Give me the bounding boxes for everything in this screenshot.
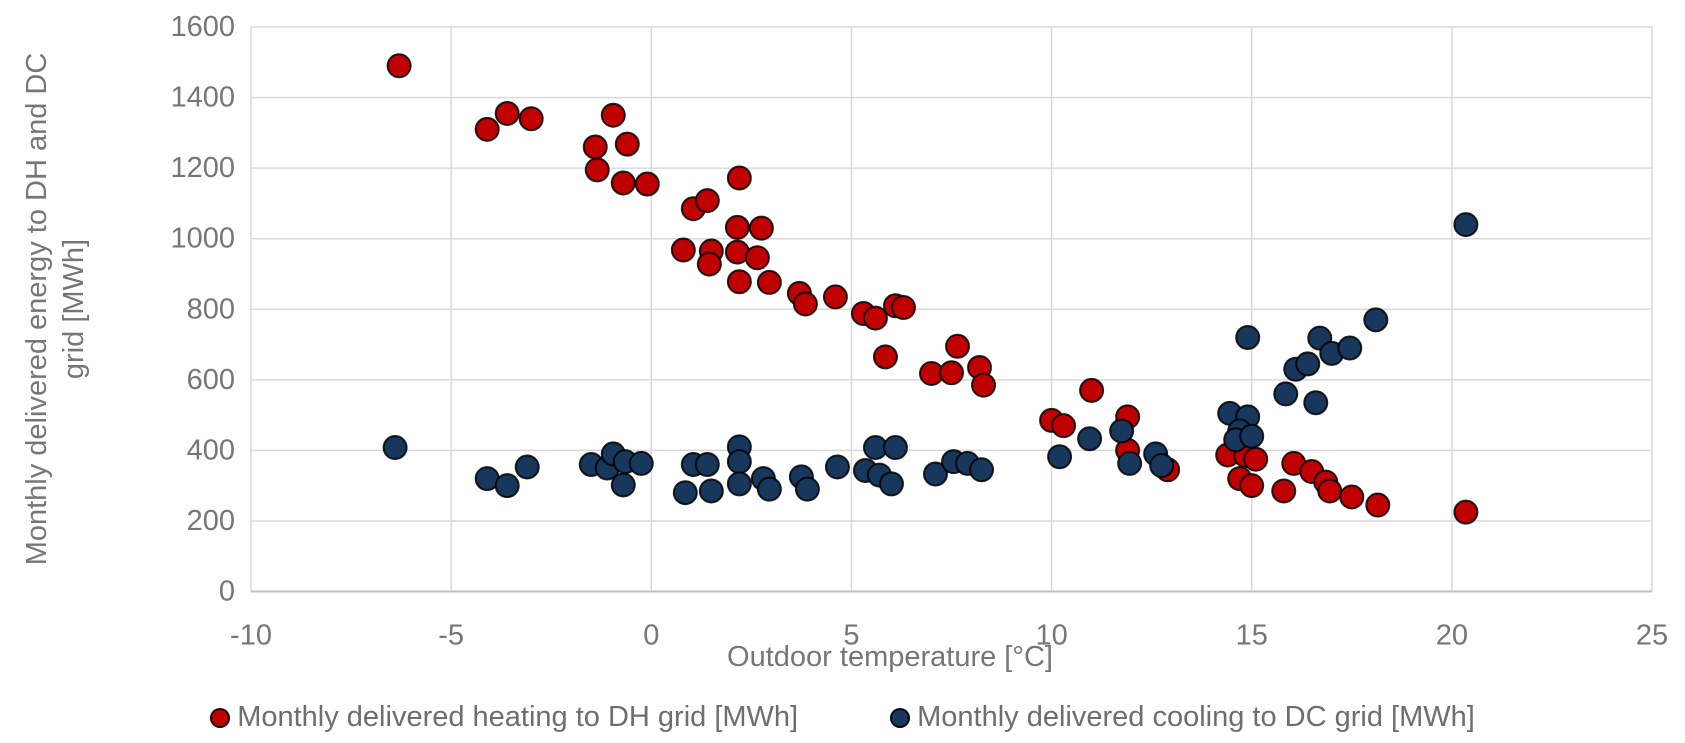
data-point-heating [582,134,608,160]
data-point-heating [634,171,660,197]
data-point-heating [1339,484,1365,510]
data-point-cooling [726,449,752,475]
data-point-heating [971,372,997,398]
data-point-cooling [1149,453,1175,479]
data-point-heating [1317,478,1343,504]
y-tick-label: 1000 [170,223,235,255]
data-point-heating [600,102,626,128]
data-point-cooling [1273,381,1299,407]
legend: Monthly delivered heating to DH grid [MW… [0,701,1685,734]
data-point-heating [386,53,412,79]
data-point-cooling [1235,324,1261,350]
x-tick-label: 15 [1236,620,1268,652]
legend-label-heating: Monthly delivered heating to DH grid [MW… [237,701,799,733]
y-tick-label: 800 [187,293,235,325]
data-point-cooling [628,450,654,476]
data-point-cooling [1239,423,1265,449]
x-axis-title: Outdoor temperature [°C] [727,641,1053,673]
data-point-heating [1239,473,1265,499]
data-point-cooling [922,461,948,487]
y-axis-title-line1: Monthly delivered energy to DH and DC [21,52,53,566]
data-point-heating [792,291,818,317]
x-tick-label: 10 [1035,620,1067,652]
x-tick-label: 5 [843,620,859,652]
data-point-cooling [794,476,820,502]
data-point-heating [726,269,752,295]
data-point-heating [1271,478,1297,504]
data-point-heating [694,188,720,214]
x-tick-label: 25 [1636,620,1668,652]
legend-label-cooling: Monthly delivered cooling to DC grid [MW… [917,701,1475,733]
data-point-cooling [1363,307,1389,333]
data-point-heating [756,269,782,295]
data-point-heating [945,333,971,359]
data-point-cooling [824,454,850,480]
data-point-heating [610,170,636,196]
data-point-heating [1453,499,1479,525]
data-point-heating [696,251,722,277]
data-point-heating [1243,446,1269,472]
data-point-heating [1079,377,1105,403]
y-tick-label: 600 [187,364,235,396]
data-point-heating [872,344,898,370]
data-point-heating [670,237,696,263]
data-point-heating [744,245,770,271]
data-point-heating [614,131,640,157]
data-point-cooling [756,476,782,502]
data-point-cooling [494,473,520,499]
data-point-cooling [969,457,995,483]
data-point-cooling [610,472,636,498]
data-point-heating [518,106,544,132]
legend-item-heating: Monthly delivered heating to DH grid [MW… [210,701,798,734]
y-tick-label: 400 [187,434,235,466]
y-tick-label: 1600 [170,11,235,43]
data-point-heating [1051,413,1077,439]
data-point-cooling [1077,426,1103,452]
x-tick-label: 20 [1436,620,1468,652]
data-point-cooling [1117,450,1143,476]
y-tick-label: 1200 [170,152,235,184]
data-point-cooling [1337,335,1363,361]
data-point-cooling [672,480,698,506]
data-point-cooling [1453,212,1479,238]
data-point-heating [726,165,752,191]
data-point-heating [748,215,774,241]
data-point-cooling [878,471,904,497]
x-tick-label: -10 [230,620,272,652]
data-point-cooling [1295,351,1321,377]
data-point-cooling [726,471,752,497]
y-axis-title-line2: grid [MWh] [58,238,90,380]
data-point-heating [474,116,500,142]
heating-series-marker-icon [210,707,231,728]
y-tick-label: 200 [187,505,235,537]
y-axis-title: Monthly delivered energy to DH and DC gr… [19,9,95,609]
data-point-cooling [698,478,724,504]
data-point-heating [1365,492,1391,518]
data-point-cooling [382,435,408,461]
data-point-cooling [694,451,720,477]
data-point-heating [890,294,916,320]
data-point-heating [494,100,520,126]
x-tick-label: 0 [643,620,659,652]
x-tick-label: -5 [438,620,464,652]
data-point-cooling [1109,418,1135,444]
data-point-cooling [882,435,908,461]
data-point-heating [724,214,750,240]
y-tick-label: 1400 [170,82,235,114]
cooling-series-marker-icon [890,707,911,728]
data-point-cooling [514,454,540,480]
data-point-cooling [1303,390,1329,416]
legend-item-cooling: Monthly delivered cooling to DC grid [MW… [890,701,1475,734]
data-point-heating [862,305,888,331]
data-point-cooling [1047,444,1073,470]
data-point-heating [584,157,610,183]
data-point-heating [939,360,964,386]
data-point-heating [822,284,848,310]
y-tick-label: 0 [219,576,235,608]
